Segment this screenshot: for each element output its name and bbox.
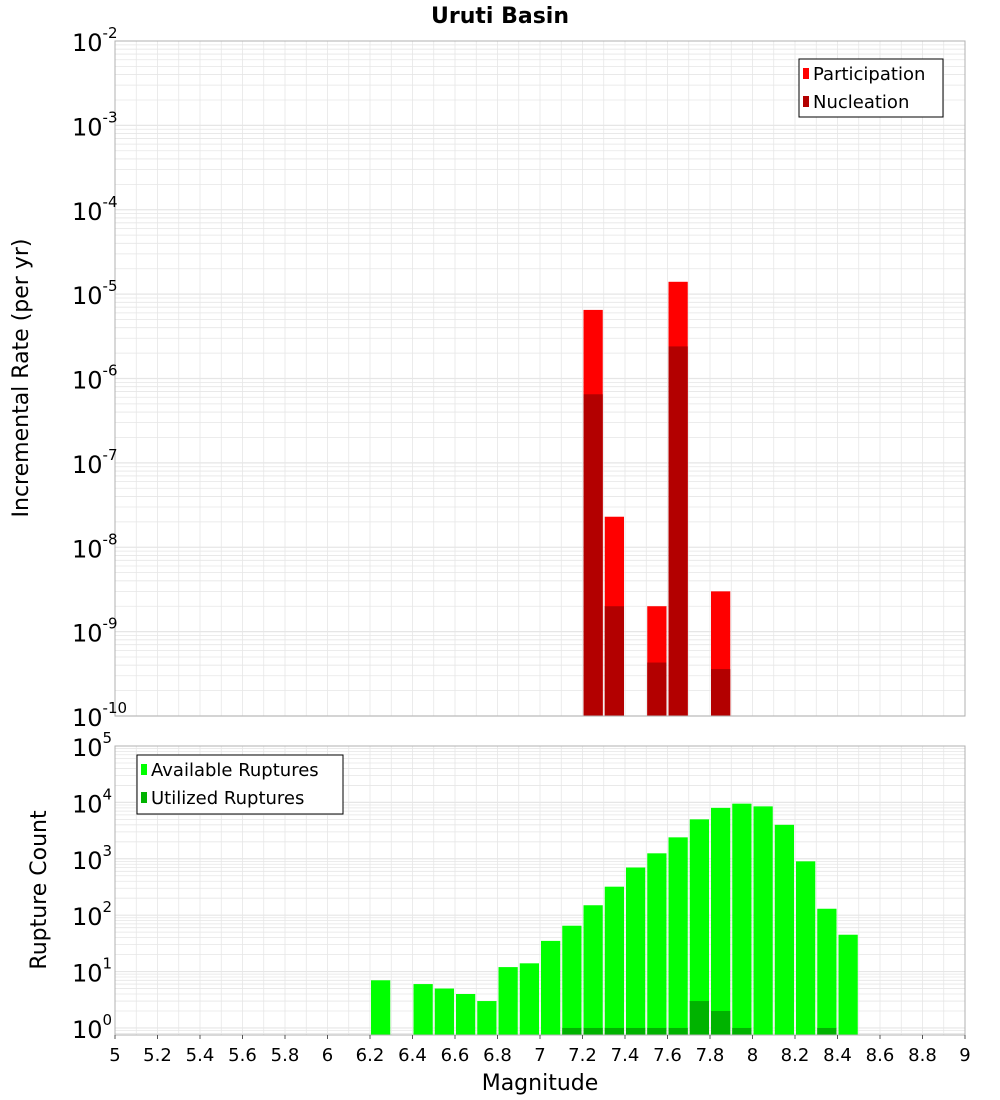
nucleation-bar — [583, 394, 603, 716]
top-plot-frame — [114, 40, 966, 717]
available-ruptures-bar — [604, 886, 624, 1035]
x-tick-label: 7 — [534, 1045, 545, 1066]
top-ytick-label: 10-8 — [72, 530, 118, 563]
utilized-ruptures-bar — [583, 1027, 603, 1035]
available-ruptures-bar — [371, 980, 391, 1035]
bottom-legend-box — [136, 754, 344, 815]
available-ruptures-bar — [774, 824, 794, 1035]
utilized-ruptures-bar — [817, 1027, 837, 1035]
x-tick-label: 6.4 — [398, 1045, 427, 1066]
x-tick-label: 5 — [109, 1045, 120, 1066]
top-grid — [114, 41, 966, 717]
top-y-axis-label: Incremental Rate (per yr) — [9, 239, 34, 518]
available-ruptures-bar — [711, 807, 731, 1035]
bottom-y-axis-label: Rupture Count — [27, 810, 52, 970]
x-tick-label: 8 — [747, 1045, 758, 1066]
bottom-ytick-label: 104 — [72, 785, 112, 818]
bottom-y-ticks: 100 101 102 103 104 105 — [72, 729, 112, 1044]
available-ruptures-bar — [413, 984, 433, 1035]
top-ytick-label: 10-5 — [72, 277, 118, 310]
available-ruptures-bar — [583, 905, 603, 1035]
x-tick-label: 9 — [959, 1045, 970, 1066]
bottom-plot: 100 101 102 103 104 105 Rupture Count Availab… — [27, 729, 971, 1096]
utilized-ruptures-bar — [604, 1027, 624, 1035]
nucleation-bar — [711, 669, 731, 716]
x-tick-label: 5.6 — [228, 1045, 257, 1066]
available-ruptures-bar — [456, 994, 476, 1035]
top-legend-box — [798, 58, 944, 118]
bottom-ytick-label: 105 — [72, 729, 112, 762]
utilized-ruptures-bar — [732, 1027, 752, 1035]
x-tick-label: 7.8 — [696, 1045, 725, 1066]
legend-utilized-label: Utilized Ruptures — [151, 788, 304, 809]
bottom-ytick-label: 101 — [72, 955, 112, 988]
available-ruptures-bar — [519, 963, 539, 1035]
utilized-ruptures-bar — [647, 1027, 667, 1035]
x-tick-label: 5.4 — [186, 1045, 215, 1066]
utilized-ruptures-bar — [562, 1027, 582, 1035]
available-ruptures-bar — [498, 967, 518, 1035]
x-tick-label: 6 — [322, 1045, 333, 1066]
top-ytick-label: 10-3 — [72, 108, 118, 141]
bottom-ytick-label: 102 — [72, 898, 112, 931]
x-ticks: 5 5.2 5.4 5.6 5.8 6 6.2 6.4 6.6 6.8 7 7.2 7.4 7.6 7.8 8… — [109, 1035, 971, 1066]
available-ruptures-bar — [434, 988, 454, 1035]
legend-utilized-swatch — [141, 792, 147, 803]
utilized-ruptures-bar — [711, 1010, 731, 1035]
top-ytick-label: 10-7 — [72, 446, 118, 479]
available-ruptures-bar — [541, 940, 561, 1035]
x-axis-label: Magnitude — [482, 1071, 599, 1096]
x-tick-label: 5.2 — [143, 1045, 172, 1066]
bottom-ytick-label: 103 — [72, 842, 112, 875]
x-tick-label: 8.8 — [908, 1045, 937, 1066]
x-tick-label: 7.6 — [653, 1045, 682, 1066]
available-ruptures-bar — [562, 925, 582, 1035]
bottom-legend: Available Ruptures Utilized Ruptures — [136, 754, 344, 815]
top-legend: Participation Nucleation — [798, 58, 944, 118]
nucleation-bar — [647, 662, 667, 716]
top-ytick-label: 10-6 — [72, 362, 118, 395]
x-tick-label: 5.8 — [271, 1045, 300, 1066]
utilized-ruptures-bar — [689, 1001, 709, 1035]
bottom-ytick-label: 100 — [72, 1011, 112, 1044]
top-ytick-label: 10-9 — [72, 615, 118, 648]
legend-participation-swatch — [803, 68, 809, 79]
available-ruptures-bar — [477, 1001, 497, 1035]
available-ruptures-bar — [647, 853, 667, 1035]
legend-available-swatch — [141, 764, 147, 775]
top-bars — [583, 281, 731, 716]
x-tick-label: 8.4 — [823, 1045, 852, 1066]
top-plot: 10-10 10-9 10-8 10-7 10-6 10-5 10-4 10-3 10-2 In… — [9, 24, 966, 732]
available-ruptures-bar — [796, 861, 816, 1035]
legend-participation-label: Participation — [813, 64, 925, 85]
x-tick-label: 7.2 — [568, 1045, 597, 1066]
top-ytick-label: 10-10 — [72, 699, 127, 732]
top-ytick-label: 10-4 — [72, 193, 118, 226]
nucleation-bar — [668, 346, 688, 716]
top-ytick-label: 10-2 — [72, 24, 118, 57]
legend-nucleation-label: Nucleation — [813, 92, 909, 113]
x-tick-label: 8.2 — [781, 1045, 810, 1066]
top-y-ticks: 10-10 10-9 10-8 10-7 10-6 10-5 10-4 10-3 10-2 — [72, 24, 127, 732]
x-tick-label: 6.8 — [483, 1045, 512, 1066]
utilized-ruptures-bar — [626, 1027, 646, 1035]
available-ruptures-bar — [838, 934, 858, 1035]
legend-available-label: Available Ruptures — [151, 760, 319, 781]
nucleation-bar — [604, 606, 624, 716]
x-tick-label: 8.6 — [866, 1045, 895, 1066]
x-tick-label: 6.6 — [441, 1045, 470, 1066]
x-tick-label: 7.4 — [611, 1045, 640, 1066]
utilized-ruptures-bar — [668, 1027, 688, 1035]
legend-nucleation-swatch — [803, 96, 809, 107]
available-ruptures-bar — [689, 819, 709, 1035]
available-ruptures-bar — [668, 837, 688, 1035]
bottom-bars — [371, 803, 858, 1035]
available-ruptures-bar — [817, 908, 837, 1035]
chart-title: Uruti Basin — [431, 4, 569, 29]
x-tick-label: 6.2 — [356, 1045, 385, 1066]
available-ruptures-bar — [626, 867, 646, 1035]
available-ruptures-bar — [732, 803, 752, 1035]
available-ruptures-bar — [753, 806, 773, 1035]
